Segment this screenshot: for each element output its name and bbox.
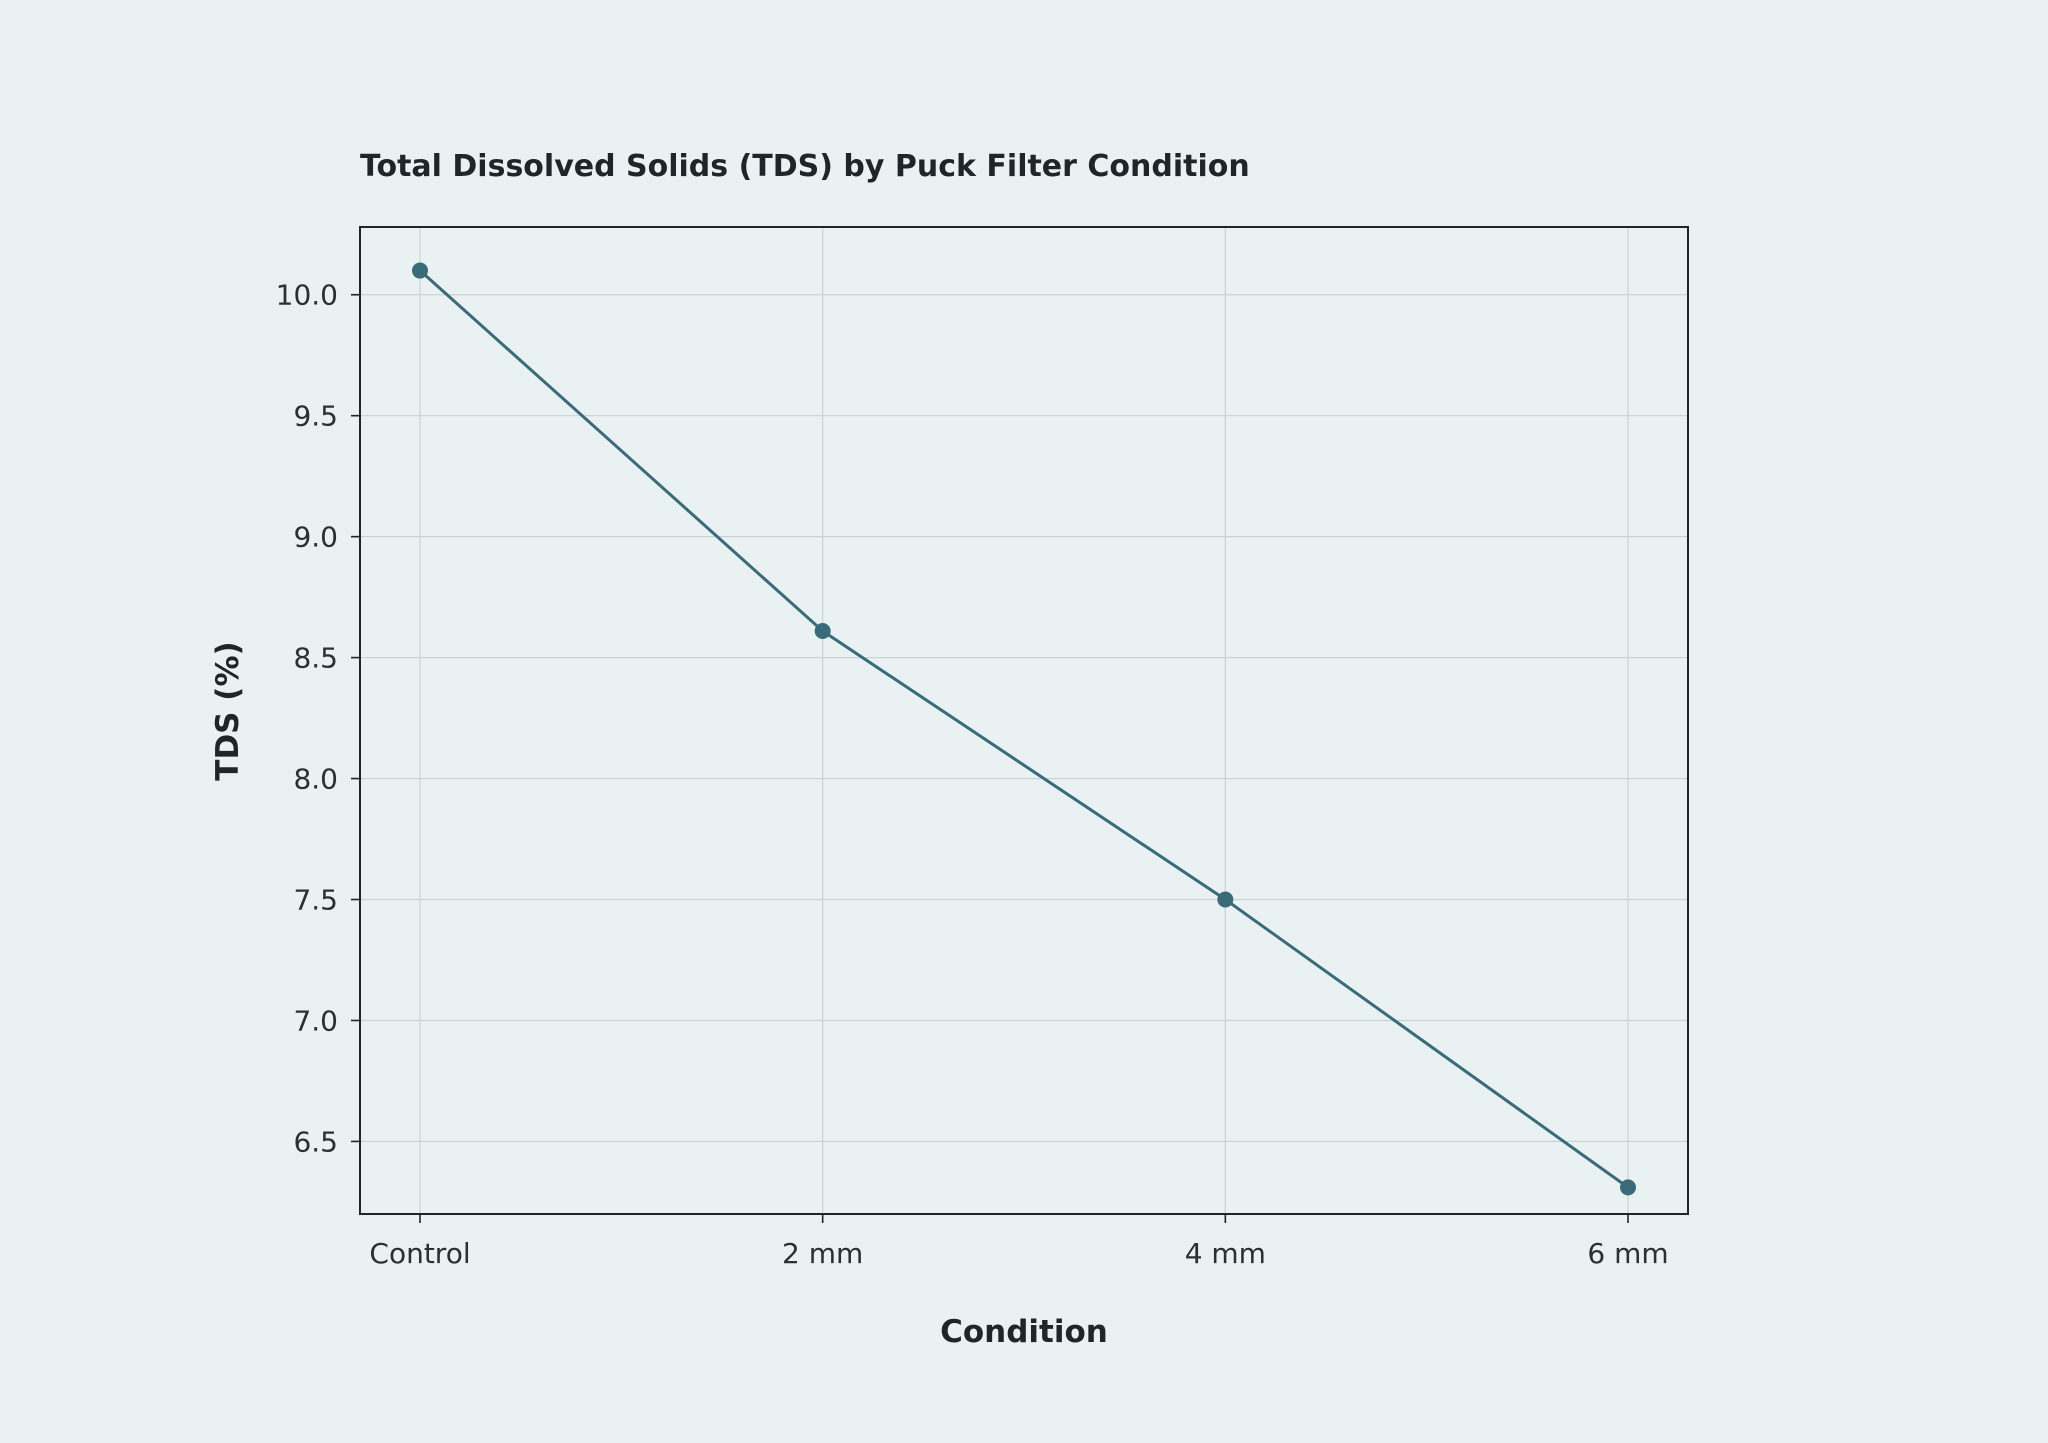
x-tick-label: 4 mm — [1185, 1237, 1266, 1270]
x-tick-label: 2 mm — [782, 1237, 863, 1270]
x-axis-ticks: Control 2 mm 4 mm 6 mm — [369, 1214, 1669, 1270]
x-axis-label: Condition — [940, 1314, 1108, 1350]
y-tick-label: 8.5 — [293, 642, 338, 675]
y-tick-label: 7.0 — [293, 1004, 338, 1037]
y-axis-label: TDS (%) — [210, 641, 246, 780]
y-tick-label: 8.0 — [293, 763, 338, 796]
data-point — [1620, 1179, 1636, 1196]
series-layer — [412, 262, 1636, 1196]
y-tick-label: 9.5 — [293, 400, 338, 433]
y-tick-label: 7.5 — [293, 884, 338, 917]
data-point — [814, 622, 831, 639]
y-tick-label: 9.0 — [293, 521, 338, 554]
x-tick-label: Control — [369, 1237, 470, 1270]
data-point — [412, 262, 428, 279]
x-tick-label: 6 mm — [1587, 1237, 1668, 1270]
data-point — [1217, 891, 1234, 908]
chart-title: Total Dissolved Solids (TDS) by Puck Fil… — [360, 149, 1250, 184]
y-axis-ticks: 6.5 7.0 7.5 8.0 8.5 9.0 9.5 10.0 — [276, 279, 360, 1158]
y-tick-label: 10.0 — [276, 279, 338, 312]
series-line — [418, 269, 1629, 1189]
y-tick-label: 6.5 — [293, 1125, 338, 1158]
grid — [360, 227, 1688, 1214]
plot-area-frame — [359, 226, 1689, 1215]
